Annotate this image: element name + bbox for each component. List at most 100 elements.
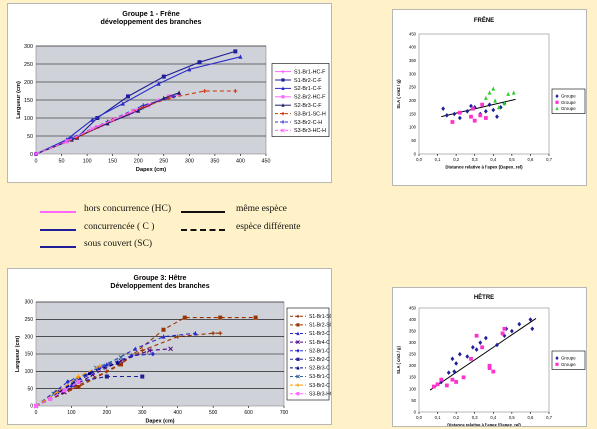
y-tick-label: 200	[409, 98, 417, 103]
data-point	[498, 105, 503, 110]
data-point	[483, 116, 488, 120]
data-point	[95, 125, 100, 129]
legend-label: S1-Br1-SC	[309, 314, 331, 320]
data-point	[530, 326, 535, 332]
y-tick-label: 150	[25, 352, 34, 358]
y-tick-label: 300	[24, 44, 33, 50]
x-tick-label: 0,7	[546, 415, 552, 420]
legend-label: Groupe	[561, 94, 576, 99]
legend-label: S1-Br3-C	[309, 331, 330, 337]
data-point	[454, 361, 459, 366]
data-point	[441, 106, 446, 111]
x-tick-label: 0,1	[435, 415, 441, 420]
y-tick-label: 200	[25, 334, 34, 340]
data-point	[55, 390, 60, 395]
legend-label: S1-Br1-HC-F	[294, 69, 326, 75]
x-tick-label: 0,3	[472, 157, 478, 162]
data-point	[469, 356, 473, 361]
data-point	[233, 89, 238, 93]
series-line	[35, 381, 79, 407]
data-point	[110, 117, 116, 123]
legend-label: S3-Br1-C	[309, 374, 330, 380]
series-1	[450, 102, 488, 124]
legend-swatch-marker	[296, 348, 300, 353]
y-tick-label: 300	[409, 340, 417, 345]
data-point	[478, 113, 483, 118]
y-tick-label: 150	[24, 98, 33, 104]
data-point	[120, 101, 125, 106]
data-point	[461, 375, 466, 380]
data-point	[439, 377, 444, 382]
data-point	[470, 344, 475, 350]
key-line-sc	[40, 246, 76, 248]
data-point	[104, 362, 109, 367]
x-tick-label: 0,2	[453, 157, 459, 162]
legend-swatch-marker	[296, 374, 300, 379]
series-1	[431, 326, 507, 389]
data-point	[187, 67, 192, 72]
x-tick-label: 200	[103, 410, 112, 416]
y-tick-label: 350	[409, 58, 417, 63]
data-point	[136, 108, 141, 113]
y-tick-label: 400	[409, 45, 417, 50]
legend-swatch-marker	[555, 362, 559, 366]
data-point	[465, 354, 470, 359]
data-point	[156, 81, 161, 86]
legend-swatch-marker	[281, 95, 285, 99]
data-point	[450, 120, 455, 124]
data-point	[478, 340, 483, 345]
data-point	[491, 107, 496, 113]
legend: S1-Br1-HC-F S1-Br2-C-F S2-Br1-C-F S2-Br2-HC…	[271, 63, 330, 137]
data-point	[177, 90, 182, 95]
x-tick-label: 700	[280, 410, 289, 416]
data-point	[140, 348, 145, 353]
data-point	[90, 117, 95, 122]
series-line	[35, 365, 101, 407]
key-line-hc	[40, 211, 76, 213]
legend-box	[551, 350, 586, 370]
key-line-same-species	[181, 211, 225, 213]
legend-swatch-marker	[281, 70, 285, 74]
legend-label: S1-Br4-C	[309, 340, 330, 346]
data-point	[119, 362, 124, 367]
key-label-other-species: espèce différente	[236, 222, 301, 232]
x-tick-label: 100	[67, 410, 76, 416]
data-point	[89, 126, 95, 132]
chart-panel-group1-frene: Groupe 1 - Frêne développement des branch…	[7, 3, 332, 183]
data-point	[130, 108, 136, 114]
data-point	[133, 346, 138, 351]
legend-label: S1-Br2-SC	[309, 323, 331, 329]
data-point	[175, 334, 180, 339]
y-tick-label: 100	[25, 369, 34, 375]
data-point	[502, 101, 507, 106]
y-tick-label: 250	[25, 317, 34, 323]
legend-label: Groupe	[561, 100, 576, 105]
x-tick-label: 600	[244, 410, 253, 416]
legend-swatch-marker	[296, 383, 300, 387]
x-tick-label: 0,4	[490, 415, 496, 420]
data-point	[218, 331, 223, 336]
plot-area	[418, 33, 550, 155]
data-point	[474, 347, 479, 352]
key-label-c: concurrencée ( C )	[84, 222, 155, 232]
data-point	[126, 94, 130, 99]
key-line-other-species	[181, 229, 225, 231]
x-tick-label: 0,2	[453, 415, 459, 420]
data-point	[72, 377, 78, 383]
y-axis-label: Largueur (cm)	[15, 336, 21, 372]
y-tick-label: 300	[25, 300, 34, 306]
x-axis-label: Dapex (cm)	[136, 167, 166, 173]
chart-subtitle: développement des branches	[100, 17, 201, 26]
data-point	[87, 370, 92, 376]
data-point	[483, 335, 488, 341]
legend-box	[286, 307, 330, 401]
series-line	[35, 332, 196, 407]
x-axis-label: Dapex (cm)	[145, 418, 174, 424]
data-point	[502, 326, 507, 331]
data-point	[517, 321, 522, 327]
data-point	[76, 374, 81, 379]
legend-label: S3-Br1-SC-H	[294, 111, 326, 117]
chart-title: FRÊNE	[474, 16, 494, 24]
plot-area	[418, 307, 550, 413]
legend: S1-Br1-SC S1-Br2-SC S1-Br3-C S1-Br4-C S2-Br1…	[286, 307, 331, 401]
